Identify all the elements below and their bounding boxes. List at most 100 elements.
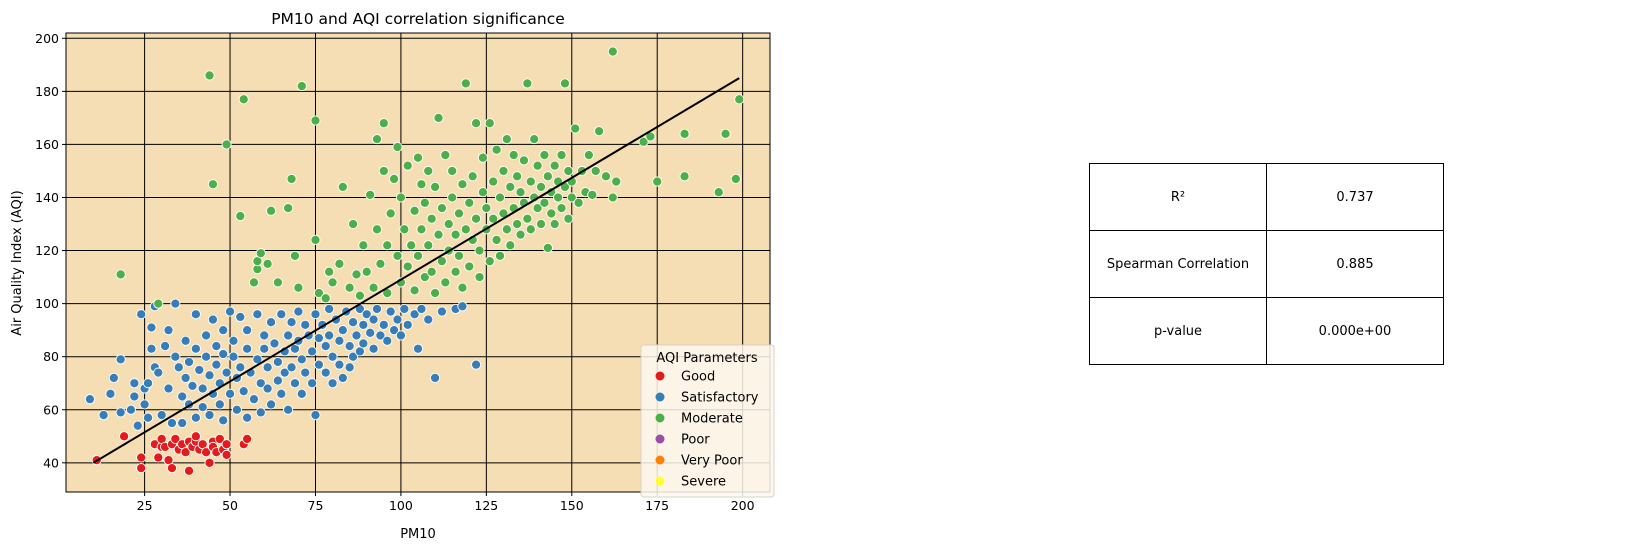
- point-moderate: [505, 181, 516, 192]
- point-satisfactory: [211, 341, 222, 352]
- point-moderate: [283, 203, 294, 214]
- point-moderate: [204, 70, 215, 81]
- x-tick-label: 150: [560, 498, 584, 513]
- point-good: [214, 433, 225, 444]
- point-satisfactory: [279, 367, 290, 378]
- y-tick-label: 100: [35, 296, 59, 311]
- point-good: [183, 465, 195, 476]
- point-satisfactory: [423, 314, 434, 325]
- point-satisfactory: [371, 303, 383, 314]
- point-satisfactory: [392, 314, 403, 325]
- point-satisfactory: [351, 330, 362, 341]
- point-moderate: [409, 205, 420, 216]
- point-satisfactory: [166, 417, 177, 429]
- point-moderate: [563, 165, 574, 177]
- point-moderate: [477, 152, 488, 163]
- stat-label-r-squared: R²: [1089, 163, 1267, 231]
- point-moderate: [265, 205, 277, 216]
- point-moderate: [395, 192, 406, 203]
- point-satisfactory: [129, 391, 140, 402]
- point-moderate: [498, 165, 509, 177]
- point-satisfactory: [235, 362, 246, 373]
- point-moderate: [385, 208, 396, 219]
- point-moderate: [607, 192, 618, 203]
- point-moderate: [570, 123, 581, 134]
- point-satisfactory: [252, 309, 263, 320]
- point-moderate: [447, 192, 458, 203]
- point-satisfactory: [310, 410, 321, 421]
- point-moderate: [607, 46, 618, 57]
- point-satisfactory: [320, 341, 331, 352]
- point-moderate: [324, 266, 335, 277]
- point-moderate: [402, 160, 413, 171]
- point-satisfactory: [146, 322, 157, 333]
- point-moderate: [272, 277, 283, 288]
- point-moderate: [235, 211, 246, 222]
- point-satisfactory: [129, 378, 140, 389]
- point-moderate: [419, 272, 430, 283]
- plot-frame: [65, 32, 771, 493]
- point-satisfactory: [293, 306, 304, 317]
- point-satisfactory: [300, 367, 311, 378]
- legend-title: AQI Parameters: [656, 351, 757, 366]
- point-moderate: [399, 224, 410, 235]
- point-moderate: [293, 282, 304, 293]
- point-satisfactory: [255, 407, 266, 418]
- point-moderate: [679, 171, 690, 182]
- point-satisfactory: [183, 356, 195, 368]
- point-satisfactory: [204, 370, 215, 381]
- point-satisfactory: [221, 367, 232, 378]
- point-satisfactory: [132, 420, 143, 431]
- y-tick-label: 120: [35, 243, 59, 258]
- point-moderate: [334, 258, 345, 269]
- point-satisfactory: [197, 402, 208, 413]
- point-moderate: [392, 142, 403, 153]
- point-good: [136, 452, 147, 463]
- point-satisfactory: [115, 407, 126, 418]
- point-moderate: [371, 134, 383, 145]
- point-moderate: [508, 149, 519, 161]
- point-moderate: [426, 266, 437, 277]
- point-satisfactory: [242, 343, 253, 354]
- point-satisfactory: [170, 298, 181, 309]
- point-good: [221, 449, 232, 460]
- point-satisfactory: [334, 335, 345, 346]
- point-moderate: [433, 112, 444, 123]
- point-satisfactory: [125, 404, 136, 415]
- legend-entry-label: Satisfactory: [681, 391, 759, 406]
- point-moderate: [433, 229, 444, 240]
- point-moderate: [501, 224, 512, 235]
- point-moderate: [720, 128, 731, 139]
- point-satisfactory: [259, 330, 270, 341]
- point-satisfactory: [283, 404, 294, 415]
- point-satisfactory: [228, 351, 239, 362]
- point-satisfactory: [177, 417, 188, 429]
- point-satisfactory: [416, 303, 427, 314]
- point-satisfactory: [348, 351, 359, 362]
- point-satisfactory: [324, 303, 335, 314]
- point-moderate: [474, 272, 485, 283]
- point-satisfactory: [108, 372, 119, 383]
- point-satisfactory: [313, 333, 324, 344]
- point-satisfactory: [307, 378, 318, 389]
- point-moderate: [532, 203, 543, 214]
- point-satisfactory: [153, 367, 164, 378]
- point-satisfactory: [211, 359, 222, 370]
- point-moderate: [406, 240, 417, 251]
- point-satisfactory: [348, 317, 359, 328]
- point-satisfactory: [218, 348, 229, 360]
- point-satisfactory: [262, 383, 273, 394]
- point-moderate: [484, 118, 495, 129]
- point-satisfactory: [180, 335, 191, 346]
- point-satisfactory: [313, 359, 324, 370]
- point-moderate: [262, 258, 273, 269]
- point-moderate: [409, 285, 420, 296]
- point-moderate: [419, 197, 430, 208]
- point-satisfactory: [265, 399, 277, 410]
- point-moderate: [207, 179, 219, 190]
- point-moderate: [525, 176, 536, 187]
- point-satisfactory: [265, 317, 277, 328]
- point-satisfactory: [307, 346, 318, 357]
- x-tick-label: 50: [222, 498, 238, 513]
- point-moderate: [361, 266, 372, 277]
